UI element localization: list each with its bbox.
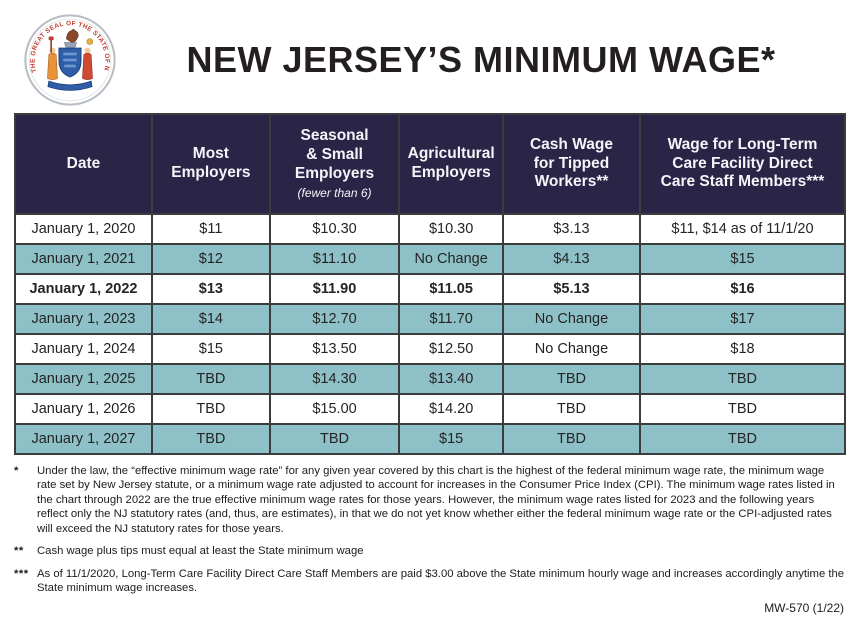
col-header-tipped-workers: Cash Wage for Tipped Workers**: [502, 113, 641, 215]
footnote-text: As of 11/1/2020, Long-Term Care Facility…: [37, 567, 845, 595]
cell-agricultural: $11.05: [398, 273, 505, 305]
cell-date: January 1, 2026: [14, 393, 153, 425]
table-row: January 1, 2023 $14 $12.70 $11.70 No Cha…: [14, 303, 847, 335]
col-header-subnote: (fewer than 6): [297, 186, 372, 201]
cell-most-employers: TBD: [150, 393, 271, 425]
cell-long-term-care: $11, $14 as of 11/1/20: [638, 213, 847, 245]
table-row: January 1, 2027 TBD TBD $15 TBD TBD: [14, 423, 847, 455]
cell-long-term-care: TBD: [638, 363, 847, 395]
cell-tipped: TBD: [502, 423, 641, 455]
col-header-label: Most Employers: [171, 145, 251, 181]
cell-agricultural: No Change: [398, 243, 505, 275]
cell-agricultural: $11.70: [398, 303, 505, 335]
cell-agricultural: $14.20: [398, 393, 505, 425]
cell-date: January 1, 2020: [14, 213, 153, 245]
motto-banner: [47, 80, 93, 91]
cell-most-employers: TBD: [150, 363, 271, 395]
cell-date: January 1, 2025: [14, 363, 153, 395]
col-header-date: Date: [14, 113, 153, 215]
table-row: January 1, 2021 $12 $11.10 No Change $4.…: [14, 243, 847, 275]
cell-tipped: $5.13: [502, 273, 641, 305]
cell-most-employers: $11: [150, 213, 271, 245]
footnote-marker: *: [14, 465, 19, 477]
cell-seasonal-small: TBD: [268, 423, 401, 455]
cell-date: January 1, 2023: [14, 303, 153, 335]
cell-long-term-care: $15: [638, 243, 847, 275]
cell-seasonal-small: $11.10: [268, 243, 401, 275]
cell-tipped: $4.13: [502, 243, 641, 275]
col-header-seasonal-small-employers: Seasonal & Small Employers (fewer than 6): [268, 113, 401, 215]
col-header-long-term-care: Wage for Long-Term Care Facility Direct …: [638, 113, 847, 215]
table-row: January 1, 2025 TBD $14.30 $13.40 TBD TB…: [14, 363, 847, 395]
page-title: NEW JERSEY’S MINIMUM WAGE*: [186, 39, 776, 80]
cell-seasonal-small: $13.50: [268, 333, 401, 365]
table-row: January 1, 2022 $13 $11.90 $11.05 $5.13 …: [14, 273, 847, 305]
cell-seasonal-small: $10.30: [268, 213, 401, 245]
col-header-most-employers: Most Employers: [150, 113, 271, 215]
cell-agricultural: $10.30: [398, 213, 505, 245]
footnote-long-term-care: *** As of 11/1/2020, Long-Term Care Faci…: [14, 567, 846, 596]
cell-date: January 1, 2022: [14, 273, 153, 305]
col-header-label: Agricultural Employers: [407, 145, 495, 181]
cell-tipped: No Change: [502, 303, 641, 335]
table-header: Date Most Employers Seasonal & Small Emp…: [14, 113, 847, 215]
cell-long-term-care: $18: [638, 333, 847, 365]
nj-state-seal-icon: THE GREAT SEAL OF THE STATE OF NEW JERSE…: [24, 14, 116, 106]
col-header-label: Date: [66, 154, 101, 172]
cell-tipped: $3.13: [502, 213, 641, 245]
cell-seasonal-small: $11.90: [268, 273, 401, 305]
cell-tipped: TBD: [502, 363, 641, 395]
table-row: January 1, 2026 TBD $15.00 $14.20 TBD TB…: [14, 393, 847, 425]
footnote-marker: **: [14, 545, 24, 558]
document-code: MW-570 (1/22): [764, 601, 844, 615]
cell-most-employers: TBD: [150, 423, 271, 455]
table-row: January 1, 2020 $11 $10.30 $10.30 $3.13 …: [14, 213, 847, 245]
helmet: [64, 42, 77, 48]
col-header-label: Cash Wage for Tipped Workers**: [529, 135, 613, 191]
cell-agricultural: $13.40: [398, 363, 505, 395]
footnote-text: Under the law, the “effective minimum wa…: [37, 465, 835, 535]
ceres-figure: [82, 52, 93, 81]
footnote-marker: ***: [14, 567, 29, 580]
cell-seasonal-small: $14.30: [268, 363, 401, 395]
cell-tipped: TBD: [502, 393, 641, 425]
cell-tipped: No Change: [502, 333, 641, 365]
cell-most-employers: $14: [150, 303, 271, 335]
table-body: January 1, 2020 $11 $10.30 $10.30 $3.13 …: [14, 213, 847, 455]
cell-seasonal-small: $12.70: [268, 303, 401, 335]
cell-most-employers: $12: [150, 243, 271, 275]
cell-most-employers: $13: [150, 273, 271, 305]
cell-long-term-care: $16: [638, 273, 847, 305]
cell-long-term-care: $17: [638, 303, 847, 335]
table-row: January 1, 2024 $15 $13.50 $12.50 No Cha…: [14, 333, 847, 365]
cell-long-term-care: TBD: [638, 393, 847, 425]
cell-most-employers: $15: [150, 333, 271, 365]
cell-seasonal-small: $15.00: [268, 393, 401, 425]
cell-long-term-care: TBD: [638, 423, 847, 455]
footnote-effective-rate: * Under the law, the “effective minimum …: [14, 464, 846, 536]
footnotes: * Under the law, the “effective minimum …: [14, 464, 846, 596]
footnote-cash-wage: ** Cash wage plus tips must equal at lea…: [14, 544, 846, 558]
col-header-label: Seasonal & Small Employers: [294, 127, 375, 183]
minimum-wage-table: Date Most Employers Seasonal & Small Emp…: [14, 113, 847, 455]
col-header-label: Wage for Long-Term Care Facility Direct …: [660, 135, 825, 191]
cell-agricultural: $12.50: [398, 333, 505, 365]
masthead: THE GREAT SEAL OF THE STATE OF NEW JERSE…: [14, 10, 846, 110]
cell-agricultural: $15: [398, 423, 505, 455]
footnote-text: Cash wage plus tips must equal at least …: [37, 545, 364, 558]
liberty-figure: [47, 52, 58, 81]
cell-date: January 1, 2024: [14, 333, 153, 365]
horse-head-crest: [66, 28, 79, 43]
cell-date: January 1, 2027: [14, 423, 153, 455]
cell-date: January 1, 2021: [14, 243, 153, 275]
document-page: THE GREAT SEAL OF THE STATE OF NEW JERSE…: [14, 10, 847, 596]
col-header-agricultural-employers: Agricultural Employers: [398, 113, 505, 215]
